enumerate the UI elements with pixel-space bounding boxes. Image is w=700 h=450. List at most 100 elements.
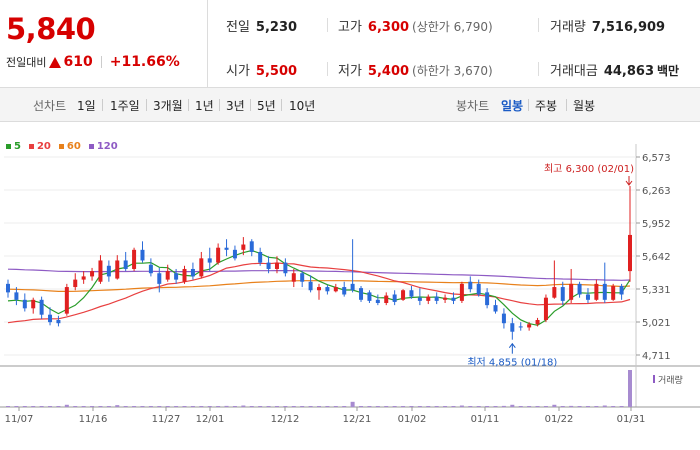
divider xyxy=(327,18,328,32)
moving-average-lines xyxy=(7,249,631,326)
x-tick-label: 01/22 xyxy=(545,414,574,425)
volume-bar xyxy=(115,405,120,407)
candle-body xyxy=(174,273,179,280)
candlestick-chart[interactable]: 거래량 6,5736,2635,9525,6425,3315,0214,711 … xyxy=(0,122,700,450)
divider xyxy=(538,62,539,76)
volume-bar xyxy=(39,406,44,407)
candle-body xyxy=(333,287,338,292)
legend-swatch xyxy=(58,144,64,149)
prev-close-label: 전일 xyxy=(226,20,250,35)
candle-body xyxy=(123,260,128,269)
candle-body xyxy=(317,287,321,291)
lower-limit: (하한가 3,670) xyxy=(412,64,493,78)
volume-legend-swatch xyxy=(653,375,655,383)
change-label: 전일대비 xyxy=(6,56,47,69)
period-1y[interactable]: 1년 xyxy=(195,99,214,113)
high-label: 고가 xyxy=(338,20,362,35)
volume-bar xyxy=(468,406,473,407)
candle-body xyxy=(81,276,86,280)
period-3y[interactable]: 3년 xyxy=(226,99,245,113)
candle-body xyxy=(216,247,221,263)
price-box: 5,840 전일대비 610 +11.66% xyxy=(0,0,208,88)
candle-body xyxy=(249,241,254,252)
legend-swatch xyxy=(88,144,94,149)
divider xyxy=(250,99,251,111)
candle-body xyxy=(207,258,212,263)
turnover-cell: 거래대금 44,863 백만 xyxy=(550,60,679,79)
candle-body xyxy=(39,299,44,315)
candle-body xyxy=(6,283,10,293)
period-3m[interactable]: 3개월 xyxy=(153,99,183,113)
candles xyxy=(6,186,632,340)
volume-bar xyxy=(90,406,95,407)
volume-bar xyxy=(300,406,305,407)
legend-item-ma20: 20 xyxy=(28,141,51,152)
x-tick-label: 12/12 xyxy=(271,414,300,425)
volume-bar xyxy=(64,404,69,407)
high-annotation: 최고 6,300 (02/01) xyxy=(544,163,634,175)
candle-body xyxy=(14,292,19,300)
candle-daily[interactable]: 일봉 xyxy=(501,99,524,113)
x-axis: 11/07 11/16 11/27 12/01 12/12 12/21 01/02 01/11… xyxy=(5,407,645,425)
candle-body xyxy=(56,320,61,324)
candle-body xyxy=(274,262,279,269)
candle-body xyxy=(392,294,397,302)
candle-body xyxy=(266,262,271,269)
volume-bar xyxy=(48,406,53,407)
divider xyxy=(281,99,282,111)
candle-body xyxy=(628,234,632,272)
volume-bar xyxy=(157,406,162,407)
y-tick-label: 4,711 xyxy=(642,351,671,362)
period-5y[interactable]: 5년 xyxy=(257,99,276,113)
volume-bar xyxy=(619,406,624,407)
candle-body xyxy=(560,287,565,301)
period-10y[interactable]: 10년 xyxy=(289,99,316,113)
x-tick-label: 12/21 xyxy=(343,414,372,425)
up-triangle-icon xyxy=(49,56,62,68)
volume-bar xyxy=(459,405,464,407)
candle-body xyxy=(527,324,532,328)
x-tick-label: 11/07 xyxy=(5,414,34,425)
candle-weekly[interactable]: 주봉 xyxy=(535,99,558,113)
candle-body xyxy=(552,287,557,298)
candle-body xyxy=(31,299,36,309)
low-value: 5,400 xyxy=(367,64,410,79)
turnover-label: 거래대금 xyxy=(550,64,598,79)
volume-bar xyxy=(308,406,313,407)
candle-monthly[interactable]: 월봉 xyxy=(573,99,596,113)
high-value: 6,300 xyxy=(367,20,410,35)
volume-bar xyxy=(182,406,187,407)
candle-body xyxy=(283,262,288,274)
volume-bar xyxy=(6,406,10,407)
volume-bar xyxy=(98,406,103,407)
candle-body xyxy=(476,283,481,295)
period-1d[interactable]: 1일 xyxy=(77,99,96,113)
divider xyxy=(100,56,102,68)
candle-body xyxy=(375,299,380,304)
volume-bar xyxy=(485,406,490,407)
candle-body xyxy=(468,281,473,290)
legend-swatch xyxy=(28,144,34,149)
volume-bar xyxy=(543,406,548,407)
candle-body xyxy=(98,260,103,282)
volume-bar xyxy=(216,406,221,407)
volume-bar xyxy=(417,406,422,407)
candle-body xyxy=(232,249,237,259)
period-1w[interactable]: 1주일 xyxy=(110,99,140,113)
volume-bar xyxy=(148,406,153,407)
chart-toolbar: 선차트 1일 1주일 3개월 1년 3년 5년 10년 봉차트 일봉 주봉 월봉 xyxy=(0,88,700,122)
legend-label: 60 xyxy=(66,141,81,152)
x-tick-label: 01/11 xyxy=(471,414,500,425)
volume-bar xyxy=(552,404,557,407)
volume-bar xyxy=(401,406,406,407)
upper-limit: (상한가 6,790) xyxy=(412,20,493,34)
candle-body xyxy=(417,297,422,301)
candle-body xyxy=(165,271,170,280)
volume-bar xyxy=(190,406,195,407)
candle-body xyxy=(132,249,137,269)
divider xyxy=(102,99,103,111)
candle-body xyxy=(115,260,120,279)
volume-bar xyxy=(560,406,565,407)
y-tick-label: 5,331 xyxy=(642,285,671,296)
candle-body xyxy=(518,326,523,328)
